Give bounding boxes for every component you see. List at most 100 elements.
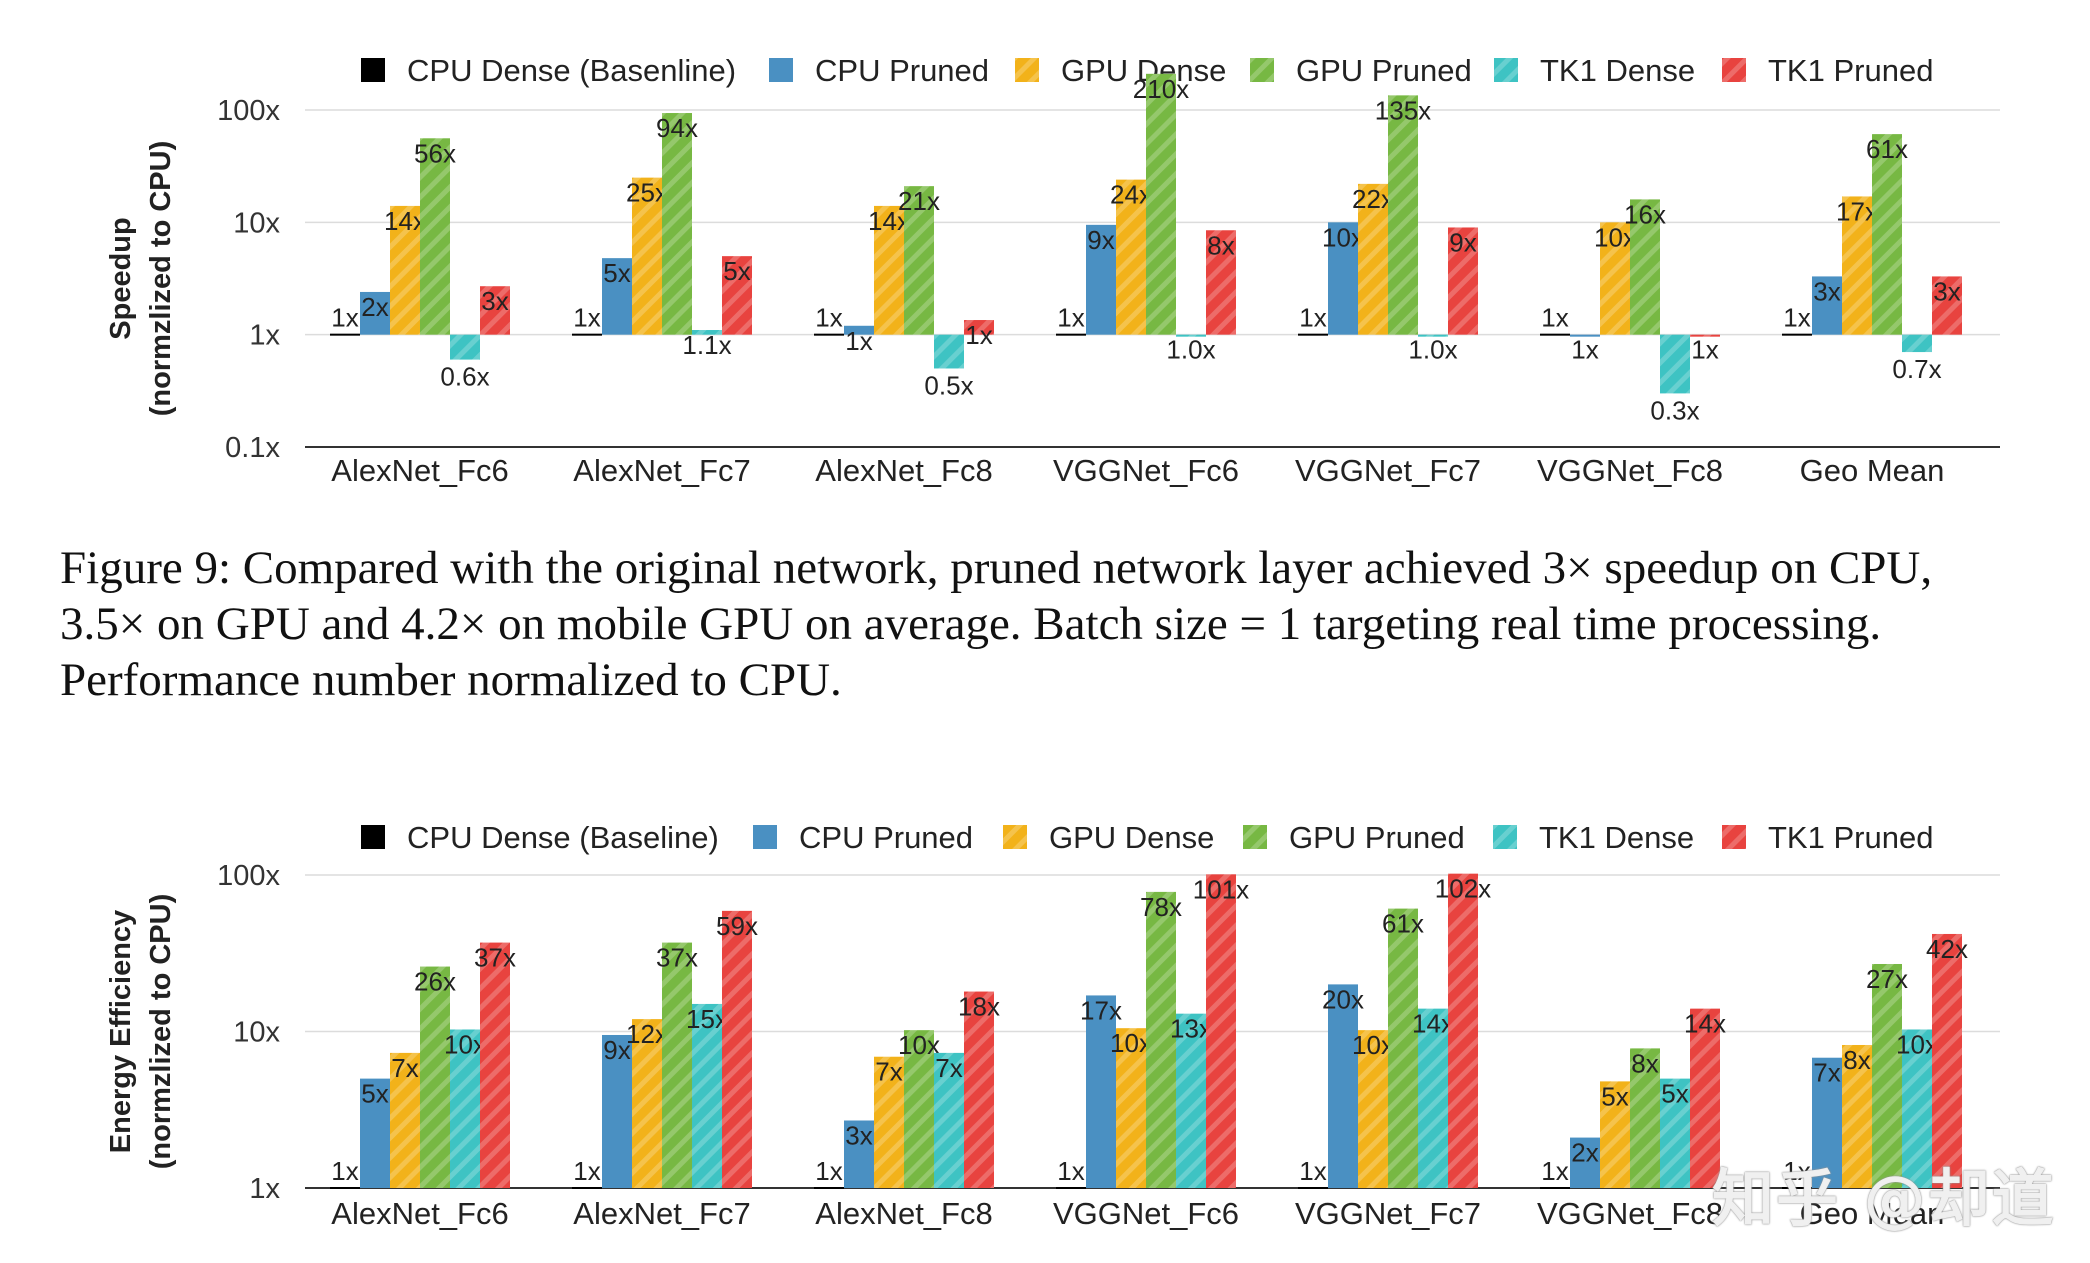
data-label: 10x <box>1352 1030 1394 1060</box>
bar-gpu-dense <box>390 205 420 335</box>
data-label: 10x <box>1896 1029 1938 1059</box>
data-label: 9x <box>1449 227 1476 257</box>
bar-cpu-dense <box>1782 333 1812 336</box>
data-label: 0.7x <box>1892 354 1941 384</box>
data-label: 1x <box>1691 335 1718 365</box>
data-label: 10x <box>444 1029 486 1059</box>
bar-cpu-dense <box>1540 1187 1570 1189</box>
data-label: 7x <box>391 1053 418 1083</box>
bar-cpu-dense <box>1298 333 1328 336</box>
data-label: 61x <box>1866 134 1908 164</box>
data-label: 3x <box>481 286 508 316</box>
bar-cpu-pruned <box>1570 1137 1600 1188</box>
data-label: 5x <box>723 256 750 286</box>
data-label: 102x <box>1435 874 1491 904</box>
data-label: 17x <box>1836 196 1878 226</box>
bar-tk1-dense <box>1418 334 1448 337</box>
bar-tk1-pruned <box>480 942 510 1188</box>
bar-cpu-pruned <box>1086 224 1116 335</box>
data-label: 2x <box>1571 1138 1598 1168</box>
data-label: 135x <box>1375 95 1431 125</box>
bar-gpu-dense <box>390 1052 420 1188</box>
data-label: 0.5x <box>924 370 973 400</box>
data-label: 59x <box>716 911 758 941</box>
bar-gpu-pruned <box>1872 134 1902 335</box>
legend-swatch-gpu-dense <box>1015 58 1039 82</box>
speedup-chart: 100x 10x 1x 0.1x Speedup (normzlized to CPU) C… <box>105 53 2000 488</box>
data-label: 10x <box>1322 222 1364 252</box>
bar-tk1-dense <box>1176 1013 1206 1188</box>
data-label: 24x <box>1110 180 1152 210</box>
y-axis-subtitle: (normzlized to CPU) <box>145 141 177 417</box>
bar-gpu-pruned <box>662 942 692 1188</box>
data-label: 27x <box>1866 964 1908 994</box>
legend-swatch-cpu-pruned <box>769 58 793 82</box>
x-category-label: AlexNet_Fc6 <box>331 453 508 488</box>
bar-cpu-dense <box>814 333 844 336</box>
x-category-label: Geo Mean <box>1800 1196 1945 1231</box>
legend-swatch-tk1-dense <box>1493 825 1517 849</box>
energy-efficiency-chart: 100x 10x 1x Energy Efficiency (normzlized to… <box>105 820 2000 1231</box>
figure-caption: Figure 9: Compared with the original net… <box>60 540 2060 708</box>
data-label: 1.1x <box>682 330 731 360</box>
bar-cpu-pruned <box>1086 995 1116 1188</box>
bar-gpu-pruned <box>420 138 450 335</box>
data-label: 1x <box>1299 1156 1326 1186</box>
data-label: 10x <box>1110 1028 1152 1058</box>
data-label: 7x <box>1813 1058 1840 1088</box>
y-tick-label: 100x <box>217 860 280 892</box>
bar-tk1-pruned <box>1448 873 1478 1188</box>
data-label: 10x <box>1594 222 1636 252</box>
bar-gpu-dense <box>632 177 662 335</box>
data-label: 1.0x <box>1166 335 1215 365</box>
data-label: 25x <box>626 178 668 208</box>
data-label: 15x <box>686 1004 728 1034</box>
bar-tk1-dense <box>934 1052 964 1188</box>
bar-cpu-pruned <box>844 325 874 335</box>
data-label: 5x <box>1601 1081 1628 1111</box>
legend-label-gpu-pruned: GPU Pruned <box>1296 53 1472 88</box>
bar-cpu-dense <box>572 333 602 336</box>
data-label: 61x <box>1382 909 1424 939</box>
bar-tk1-pruned <box>1206 230 1236 335</box>
data-label: 14x <box>384 206 426 236</box>
bar-cpu-pruned <box>844 1120 874 1188</box>
data-label: 1x <box>1299 303 1326 333</box>
data-label: 37x <box>474 943 516 973</box>
y-axis-subtitle: (normzlized to CPU) <box>145 894 177 1170</box>
bar-tk1-pruned <box>722 256 752 335</box>
legend-label-cpu-dense: CPU Dense (Basenline) <box>407 53 736 88</box>
data-label: 16x <box>1624 199 1666 229</box>
bar-tk1-dense <box>934 334 964 369</box>
bar-tk1-dense <box>1418 1008 1448 1188</box>
bar-tk1-pruned <box>1690 334 1720 337</box>
bar-cpu-dense <box>1782 1187 1812 1189</box>
data-label: 1x <box>331 303 358 333</box>
data-label: 1x <box>1541 303 1568 333</box>
legend-swatch-cpu-pruned <box>753 825 777 849</box>
bar-gpu-dense <box>1358 1030 1388 1188</box>
data-label: 3x <box>1813 276 1840 306</box>
data-label: 78x <box>1140 892 1182 922</box>
data-label: 21x <box>898 186 940 216</box>
bar-tk1-pruned <box>480 286 510 335</box>
x-category-label: AlexNet_Fc6 <box>331 1196 508 1231</box>
bar-gpu-pruned <box>1630 199 1660 335</box>
data-label: 14x <box>1412 1009 1454 1039</box>
x-category-label: Geo Mean <box>1800 453 1945 488</box>
bar-cpu-pruned <box>1570 334 1600 337</box>
data-label: 0.3x <box>1650 395 1699 425</box>
bar-tk1-pruned <box>1206 874 1236 1188</box>
data-label: 37x <box>656 943 698 973</box>
bar-gpu-dense <box>1600 1081 1630 1188</box>
bar-gpu-dense <box>1116 179 1146 335</box>
y-tick-label: 10x <box>233 207 280 239</box>
bar-cpu-dense <box>1540 333 1570 336</box>
bar-gpu-pruned <box>1146 891 1176 1188</box>
data-label: 42x <box>1926 934 1968 964</box>
data-label: 22x <box>1352 184 1394 214</box>
legend-label-tk1-dense: TK1 Dense <box>1540 53 1695 88</box>
bar-gpu-pruned <box>1146 73 1176 335</box>
data-label: 7x <box>935 1053 962 1083</box>
y-axis-title: Speedup <box>105 217 137 339</box>
